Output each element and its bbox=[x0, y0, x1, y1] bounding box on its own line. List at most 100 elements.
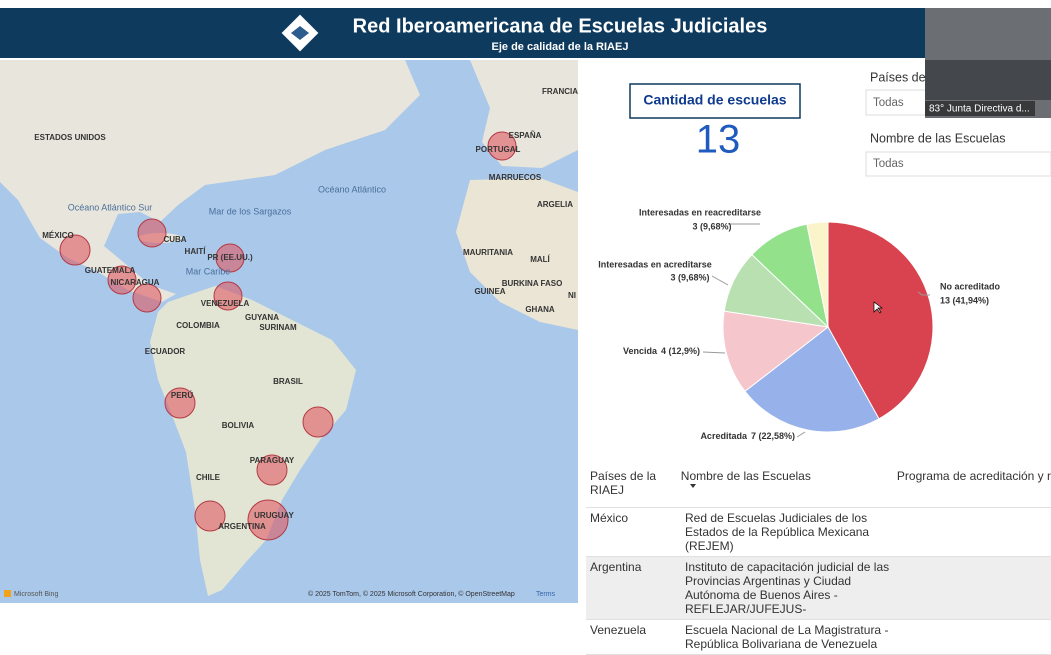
map-label: Océano Atlántico bbox=[318, 184, 386, 194]
location-bubble bbox=[107, 265, 137, 295]
map-label: BRASIL bbox=[273, 377, 303, 386]
header-title: Red Iberoamericana de Escuelas Judiciale… bbox=[353, 15, 768, 37]
map-label: ARGELIA bbox=[537, 200, 573, 209]
leader-line bbox=[702, 351, 726, 354]
map-label: ARGENTINA bbox=[218, 522, 266, 531]
map-label: SURINAM bbox=[259, 323, 297, 332]
slice-label: No acreditado bbox=[940, 281, 1001, 291]
card-value: 13 bbox=[696, 118, 741, 162]
location-bubble bbox=[59, 234, 91, 266]
africa bbox=[456, 178, 578, 330]
map-label: PR (EE.UU.) bbox=[207, 253, 253, 262]
card-title: Cantidad de escuelas bbox=[643, 92, 786, 108]
map-label: GUATEMALA bbox=[85, 266, 136, 275]
map-label: Océano Atlántico Sur bbox=[68, 202, 153, 212]
map-label: GHANA bbox=[525, 305, 555, 314]
slicer-label: Países de bbox=[870, 70, 926, 84]
table-row: Argentina Instituto de capacitación judic… bbox=[586, 557, 1051, 620]
map: FRANCIA ESTADOS UNIDOS ESPAÑA PORTUGAL Océan… bbox=[0, 60, 578, 603]
location-bubble bbox=[164, 387, 196, 419]
slice-category: Acreditada bbox=[700, 431, 748, 441]
slice-value-label: 3 (9,68%) bbox=[670, 272, 709, 282]
slice-value-label: 7 (22,58%) bbox=[751, 431, 795, 441]
map-label: CUBA bbox=[163, 235, 186, 244]
slicer-label: Nombre de las Escuelas bbox=[870, 131, 1005, 145]
card-box bbox=[629, 83, 801, 119]
pie-slice bbox=[722, 310, 830, 392]
column-header: Países de la RIAEJ bbox=[590, 469, 657, 497]
table-row: Venezuela Escuela Nacional de La Magistra… bbox=[586, 620, 1051, 655]
slicer-value[interactable]: Todas bbox=[873, 158, 904, 170]
map-label: MAURITANIA bbox=[463, 248, 513, 257]
map-label: CHILE bbox=[196, 473, 221, 482]
table-row: México Red de Escuelas Judiciales de los … bbox=[586, 508, 1051, 557]
slice-label: Interesadas en reacreditarse bbox=[639, 207, 761, 217]
column-header: Programa de acreditación y r bbox=[896, 469, 1051, 483]
map-label: Mar Caribe bbox=[186, 266, 231, 276]
slice-label: Vencida 4 (12,9%) bbox=[623, 346, 700, 356]
map-label: COLOMBIA bbox=[176, 321, 220, 330]
slice-label: Acreditada 7 (22,58%) bbox=[700, 431, 795, 441]
map-label: NI bbox=[568, 291, 576, 300]
table-cell: Escuela Nacional de La Magistratura - Re… bbox=[685, 623, 889, 651]
map-label: URUGUAY bbox=[254, 511, 294, 520]
map-label: MALÍ bbox=[530, 255, 550, 264]
map-label: MÉXICO bbox=[42, 231, 74, 240]
map-label: BOLIVIA bbox=[222, 421, 255, 430]
location-bubble bbox=[256, 454, 288, 486]
slice-value-label: 13 (41,94%) bbox=[940, 295, 989, 305]
slice-label: Interesadas en acreditarse bbox=[598, 259, 712, 269]
table: Países de la RIAEJ Nombre de las Escuelas… bbox=[586, 466, 1051, 655]
slice-category: Vencida bbox=[623, 346, 658, 356]
table-cell: Red de Escuelas Judiciales de los Estado… bbox=[685, 511, 870, 553]
map-label: ESTADOS UNIDOS bbox=[34, 133, 106, 142]
map-label: GUYANA bbox=[245, 313, 279, 322]
location-bubble bbox=[487, 131, 517, 161]
header-bar bbox=[0, 8, 925, 58]
location-bubble bbox=[194, 500, 226, 532]
leader-line bbox=[711, 275, 729, 286]
pie-slice bbox=[744, 326, 880, 433]
header-subtitle: Eje de calidad de la RIAEJ bbox=[492, 41, 629, 53]
pie-slice bbox=[827, 221, 934, 420]
location-bubble bbox=[132, 283, 162, 313]
cursor bbox=[873, 301, 884, 314]
location-bubble bbox=[215, 243, 245, 273]
table-cell: Argentina bbox=[590, 560, 642, 574]
slicer-box[interactable] bbox=[865, 151, 1051, 177]
column-header: Nombre de las Escuelas bbox=[680, 469, 811, 483]
map-label: HAITÍ bbox=[185, 247, 207, 256]
map-label: Mar de los Sargazos bbox=[209, 206, 292, 216]
map-label: MARRUECOS bbox=[489, 173, 542, 182]
map-label: BURKINA FASO bbox=[502, 279, 563, 288]
table-cell: México bbox=[590, 511, 629, 525]
location-bubble bbox=[302, 406, 334, 438]
pie-slice bbox=[806, 221, 829, 328]
map-label: GUINEA bbox=[474, 287, 505, 296]
table-cell: Instituto de capacitación judicial de la… bbox=[685, 560, 890, 616]
location-bubble bbox=[247, 499, 289, 541]
leader-line bbox=[917, 291, 930, 296]
slice-value-label: 4 (12,9%) bbox=[661, 346, 700, 356]
table-header: Países de la RIAEJ Nombre de las Escuelas… bbox=[586, 466, 1051, 508]
map-label: NICARAGUA bbox=[111, 278, 160, 287]
dashboard: Red Iberoamericana de Escuelas Judiciale… bbox=[0, 8, 1051, 603]
bing-logo bbox=[4, 590, 11, 597]
slice-value-label: 3 (9,68%) bbox=[692, 221, 731, 231]
location-bubble bbox=[137, 218, 167, 248]
map-terms: Terms bbox=[536, 591, 556, 598]
map-attribution: © 2025 TomTom, © 2025 Microsoft Corporat… bbox=[308, 590, 515, 598]
caption-bg bbox=[925, 101, 1035, 116]
map-label: PARAGUAY bbox=[250, 456, 295, 465]
table-cell: Venezuela bbox=[590, 623, 647, 637]
map-label: ESPAÑA bbox=[509, 131, 542, 140]
page: Red Iberoamericana de Escuelas Judiciale… bbox=[0, 8, 1051, 655]
map-label: PORTUGAL bbox=[476, 145, 521, 154]
leader-line bbox=[796, 431, 806, 438]
slicer-value[interactable]: Todas bbox=[873, 97, 904, 109]
location-bubble bbox=[213, 281, 243, 311]
video-caption: 83° Junta Directiva d... bbox=[929, 104, 1030, 115]
pie-chart: No acreditado 13 (41,94%) Acreditada 7 (22,… bbox=[598, 207, 1000, 441]
map-label: VENEZUELA bbox=[201, 299, 250, 308]
map-provider: Microsoft Bing bbox=[14, 591, 58, 598]
